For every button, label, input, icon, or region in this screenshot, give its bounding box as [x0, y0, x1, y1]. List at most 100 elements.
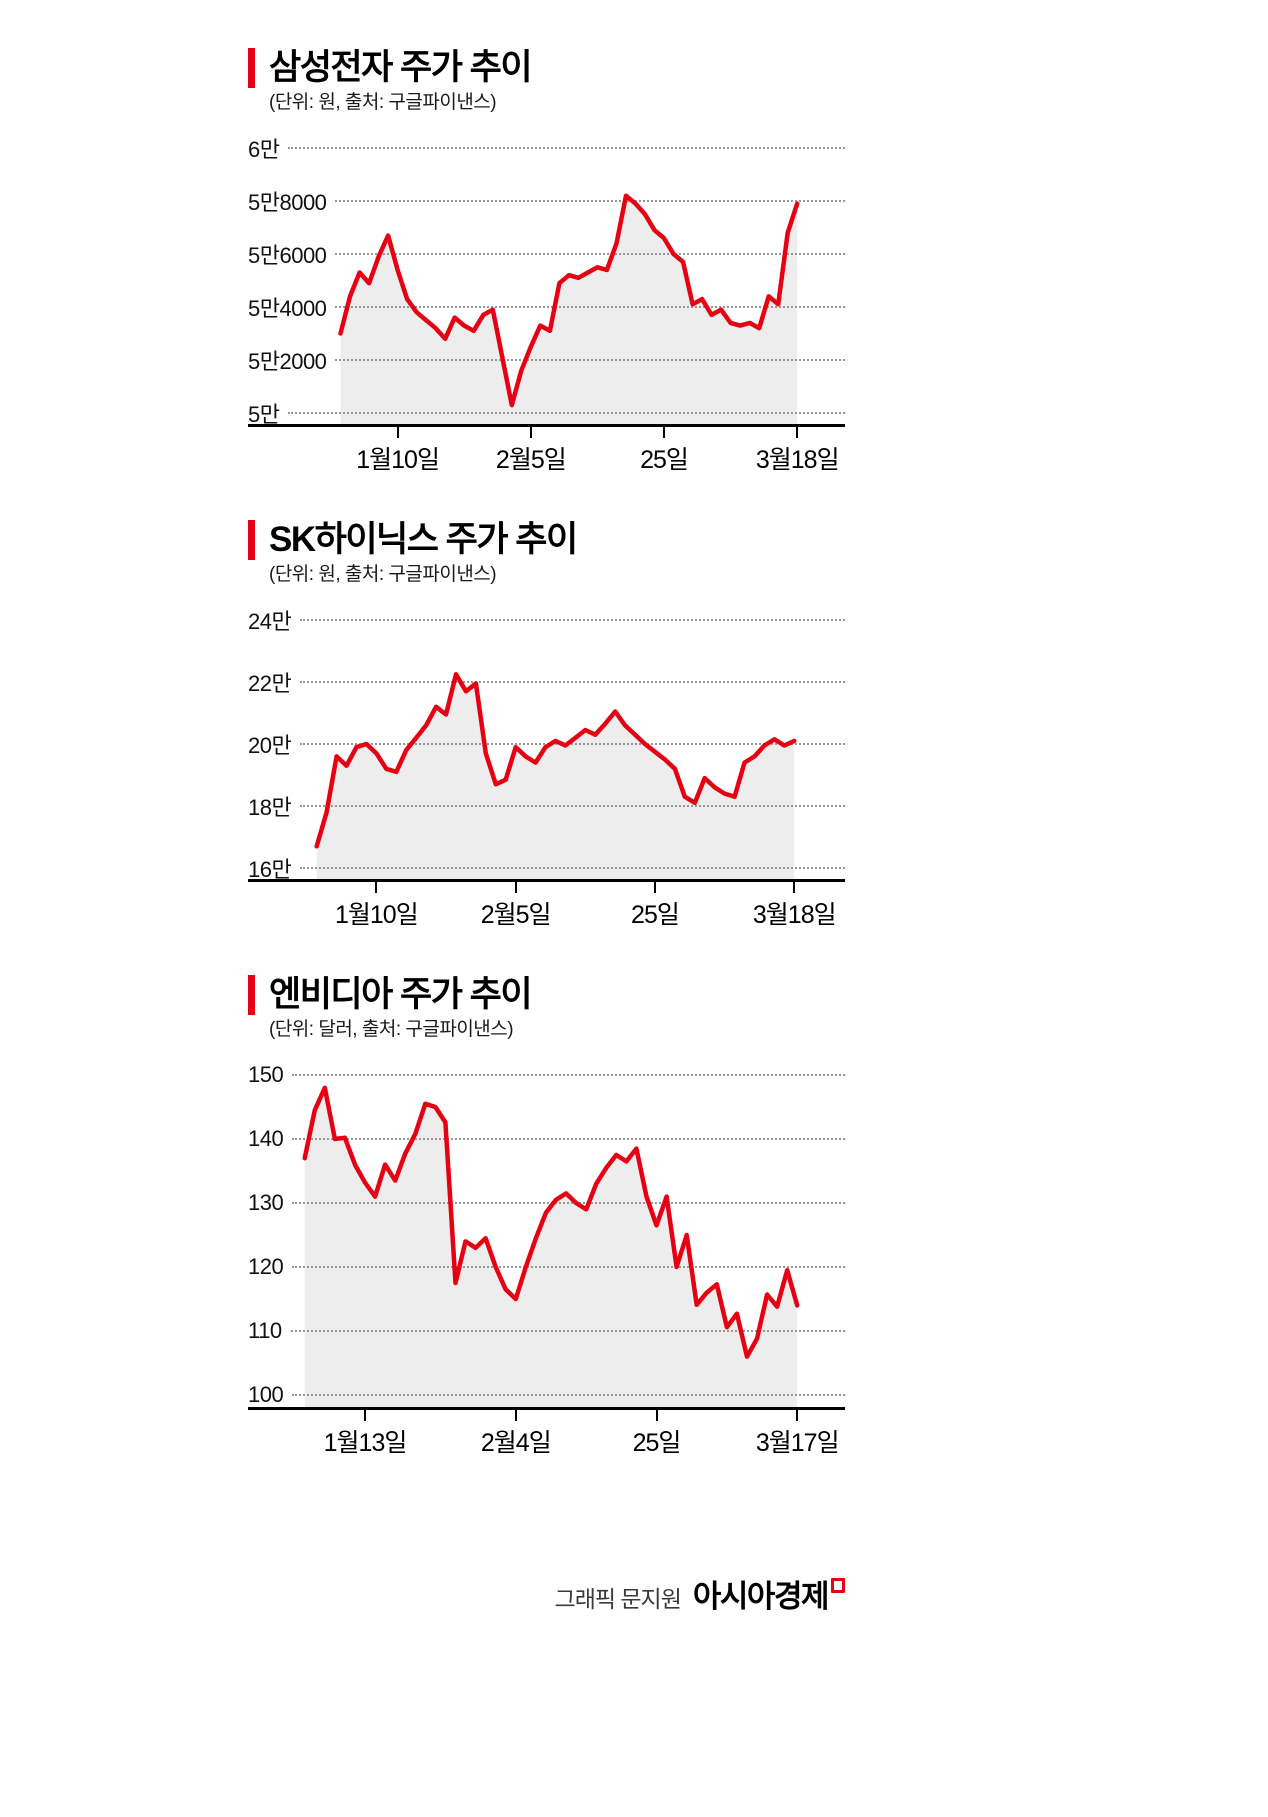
y-gridline-row: 16만	[248, 855, 845, 882]
chart-title: 엔비디아 주가 추이	[269, 975, 533, 1014]
x-axis-tick	[514, 1410, 517, 1421]
y-gridline-row: 5만	[248, 400, 845, 427]
graphic-content: 삼성전자 주가 추이 (단위: 원, 출처: 구글파이낸스) 6만 5만8000 5…	[248, 46, 845, 1616]
y-gridline-row: 100	[248, 1382, 845, 1408]
series-fill-layer	[304, 1087, 798, 1407]
gridline	[292, 1202, 845, 1204]
y-axis-label: 24만	[248, 609, 292, 634]
y-axis-label: 5만6000	[248, 243, 327, 268]
x-axis-tick	[796, 1410, 799, 1421]
y-axis-label: 20만	[248, 733, 292, 758]
y-axis-label: 5만4000	[248, 296, 327, 321]
y-gridline-row: 120	[248, 1254, 845, 1280]
chart-subtitle: (단위: 원, 출처: 구글파이낸스)	[269, 564, 497, 585]
x-axis-tick	[796, 427, 799, 438]
gridline	[292, 1074, 845, 1076]
x-axis-tick	[514, 882, 517, 893]
y-axis-label: 6만	[248, 137, 280, 162]
x-axis-tick	[663, 427, 666, 438]
y-gridline-row: 22만	[248, 669, 845, 696]
title-accent-bar	[248, 975, 255, 1015]
x-axis-tick	[364, 1410, 367, 1421]
gridline	[288, 147, 845, 149]
y-gridline-row: 140	[248, 1126, 845, 1152]
y-axis-label: 130	[248, 1190, 284, 1215]
x-axis-tick	[396, 427, 399, 438]
gridline	[335, 306, 845, 308]
x-axis-line	[248, 879, 845, 882]
y-axis-label: 18만	[248, 795, 292, 820]
chart-title-row: 엔비디아 주가 추이	[248, 973, 845, 1017]
y-gridline-row: 18만	[248, 793, 845, 820]
y-axis-label: 5만	[248, 402, 280, 427]
skhynix-plot-area: 24만 22만 20만 18만 16만 1월10일 2월5일 25일 3월18일	[248, 609, 845, 933]
y-axis-label: 100	[248, 1382, 284, 1407]
series-area-fill	[316, 674, 795, 879]
y-axis-label: 5만2000	[248, 349, 327, 374]
price-line	[314, 672, 797, 849]
chart-title-row: SK하이닉스 주가 추이	[248, 518, 845, 562]
title-accent-bar	[248, 520, 255, 560]
y-gridline-row: 5만2000	[248, 347, 845, 374]
y-gridline-row: 5만4000	[248, 294, 845, 321]
x-axis-label: 25일	[632, 1429, 682, 1457]
x-axis-label: 3월18일	[752, 901, 837, 929]
y-gridline-row: 20만	[248, 731, 845, 758]
x-axis-tick	[793, 882, 796, 893]
series-line-layer	[302, 1085, 800, 1359]
price-line	[302, 1085, 800, 1359]
gridline	[300, 805, 845, 807]
nvidia-plot-area: 150 140 130 120 110 100 1월13일 2월4일 25일 3월17일	[248, 1062, 845, 1461]
y-axis-label: 5만8000	[248, 190, 327, 215]
nvidia-chart-section: 엔비디아 주가 추이 (단위: 달러, 출처: 구글파이낸스) 150 140 13…	[248, 973, 845, 1461]
x-axis-tick	[529, 427, 532, 438]
footer-credit: 그래픽 문지원 아시아경제	[248, 1571, 845, 1616]
y-gridline-row: 5만6000	[248, 241, 845, 268]
graphic-credit-text: 그래픽 문지원	[554, 1586, 682, 1612]
chart-subtitle: (단위: 원, 출처: 구글파이낸스)	[269, 92, 497, 113]
x-axis-label: 2월5일	[495, 446, 567, 474]
gridline	[292, 1266, 845, 1268]
gridline	[288, 412, 845, 414]
series-area-fill	[304, 1087, 798, 1407]
gridline	[300, 681, 845, 683]
samsung-plot-area: 6만 5만8000 5만6000 5만4000 5만2000 5만 1월10일 2월5일 25일…	[248, 137, 845, 478]
gridline	[335, 359, 845, 361]
chart-title-row: 삼성전자 주가 추이	[248, 46, 845, 90]
gridline	[290, 1330, 845, 1332]
x-axis-tick	[653, 882, 656, 893]
y-axis-label: 150	[248, 1062, 284, 1087]
x-axis-label: 3월18일	[755, 446, 840, 474]
skhynix-chart-section: SK하이닉스 주가 추이 (단위: 원, 출처: 구글파이낸스) 24만 22만 2…	[248, 518, 845, 933]
x-axis-label: 1월10일	[356, 446, 440, 474]
x-axis-line	[248, 424, 845, 427]
x-axis-tick	[375, 882, 378, 893]
x-axis-tick	[655, 1410, 658, 1421]
y-gridline-row: 110	[248, 1318, 845, 1344]
brand-logo-mark-icon	[831, 1578, 845, 1593]
chart-title: SK하이닉스 주가 추이	[269, 520, 578, 559]
y-axis-label: 120	[248, 1254, 284, 1279]
chart-subtitle: (단위: 달러, 출처: 구글파이낸스)	[269, 1019, 514, 1040]
y-axis-label: 110	[248, 1318, 282, 1343]
x-axis-label: 25일	[640, 446, 689, 474]
y-gridline-row: 5만8000	[248, 188, 845, 215]
y-gridline-row: 150	[248, 1062, 845, 1088]
y-axis-label: 22만	[248, 671, 292, 696]
series-line-layer	[338, 193, 800, 408]
samsung-chart-section: 삼성전자 주가 추이 (단위: 원, 출처: 구글파이낸스) 6만 5만8000 5…	[248, 46, 845, 478]
gridline	[300, 743, 845, 745]
gridline	[335, 200, 845, 202]
gridline	[292, 1394, 845, 1396]
series-line-layer	[314, 672, 797, 849]
price-line	[338, 193, 800, 408]
series-fill-layer	[340, 195, 798, 424]
y-gridline-row: 6만	[248, 135, 845, 162]
gridline	[300, 867, 845, 869]
x-axis-label: 2월5일	[480, 901, 552, 929]
series-area-fill	[340, 195, 798, 424]
gridline	[335, 253, 845, 255]
x-axis-label: 25일	[631, 901, 680, 929]
y-axis-label: 16만	[248, 857, 292, 882]
x-axis-label: 2월4일	[480, 1429, 552, 1457]
